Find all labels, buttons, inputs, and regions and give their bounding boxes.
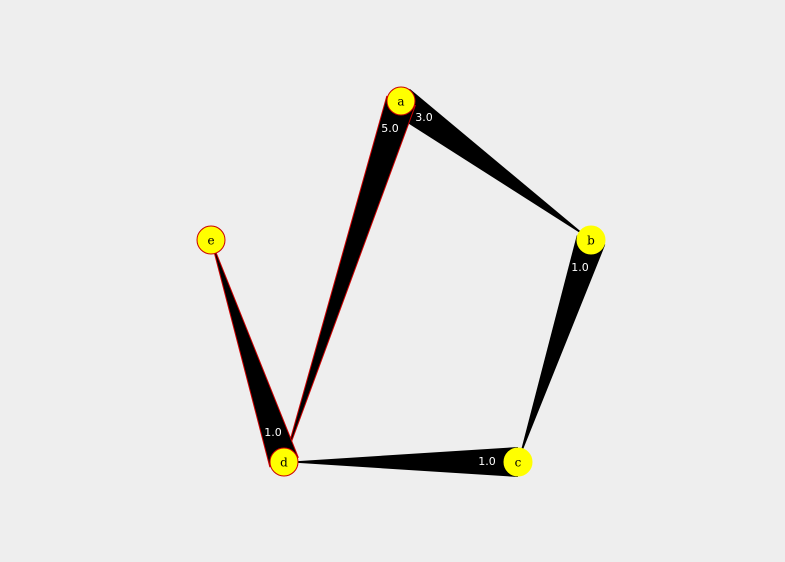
node-label-b: b — [587, 234, 595, 248]
node-circle-a[interactable] — [386, 86, 416, 116]
node-label-d: d — [280, 456, 288, 470]
node-e[interactable]: e — [196, 225, 226, 255]
edges-layer — [210, 88, 606, 477]
node-b[interactable]: b — [576, 225, 606, 255]
node-label-a: a — [397, 95, 404, 109]
node-d[interactable]: d — [269, 447, 299, 477]
edge-weight-label-a-d: 5.0 — [381, 122, 399, 135]
node-c[interactable]: c — [503, 447, 533, 477]
node-circle-c[interactable] — [503, 447, 533, 477]
node-label-e: e — [207, 234, 214, 248]
edge-d-e[interactable] — [210, 239, 299, 468]
edge-a-b[interactable] — [392, 88, 591, 241]
node-circle-d[interactable] — [269, 447, 299, 477]
edge-weight-label-d-e: 1.0 — [264, 426, 282, 439]
node-circle-b[interactable] — [576, 225, 606, 255]
node-a[interactable]: a — [386, 86, 416, 116]
edge-labels-layer: 3.0 1.0 1.0 5.0 1.0 — [264, 111, 589, 468]
edge-weight-label-b-c: 1.0 — [571, 261, 589, 274]
edge-c-d[interactable] — [284, 447, 518, 477]
nodes-layer: a b c d e — [196, 86, 606, 477]
edge-b-c[interactable] — [518, 235, 606, 462]
edge-weight-label-c-d: 1.0 — [478, 455, 496, 468]
edge-weight-label-a-b: 3.0 — [415, 111, 433, 124]
node-circle-e[interactable] — [196, 225, 226, 255]
edge-a-d[interactable] — [283, 95, 416, 463]
node-label-c: c — [515, 456, 522, 470]
